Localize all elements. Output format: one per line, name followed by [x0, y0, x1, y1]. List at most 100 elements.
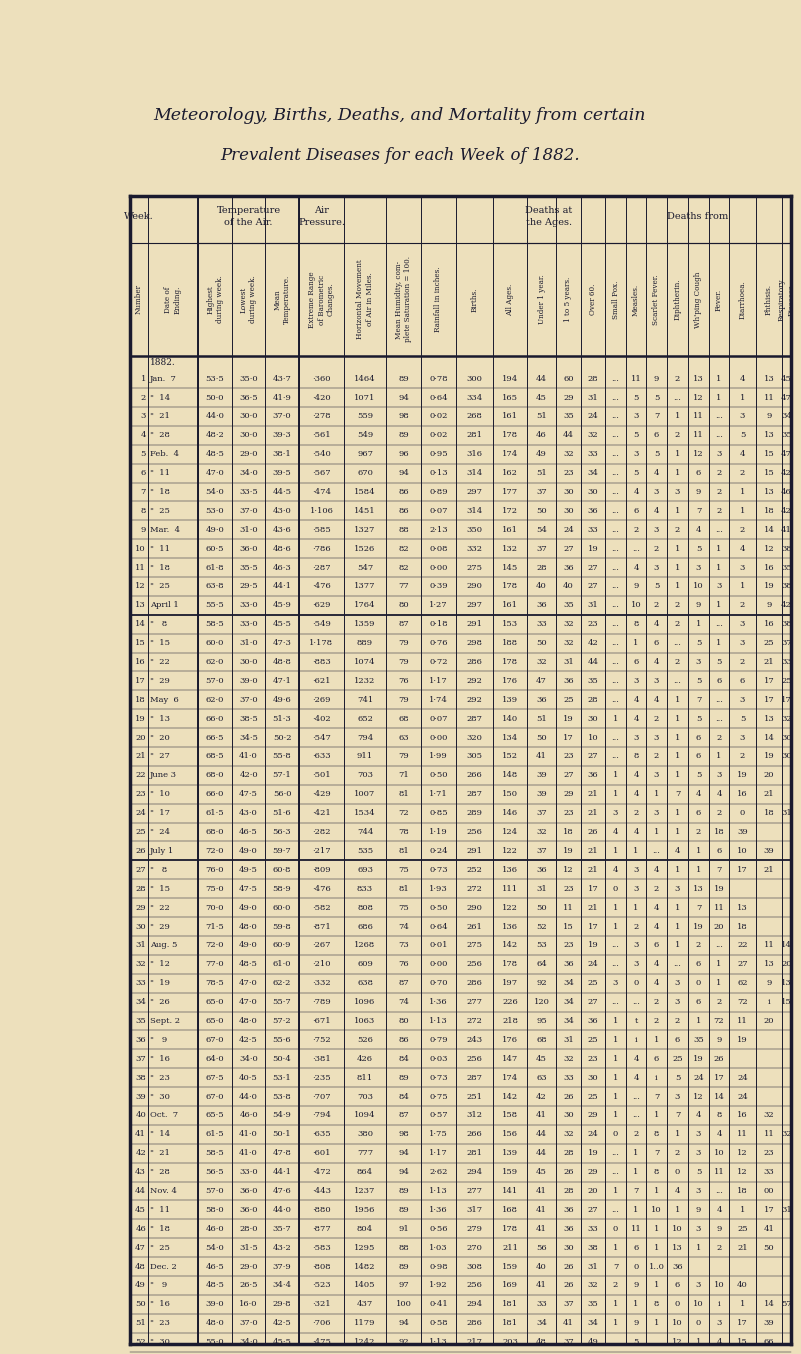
- Text: ·877: ·877: [312, 1225, 331, 1232]
- Text: ...: ...: [611, 525, 619, 533]
- Text: ...: ...: [611, 696, 619, 704]
- Text: 47: 47: [536, 677, 547, 685]
- Text: 31: 31: [536, 884, 547, 892]
- Text: 1007: 1007: [354, 791, 376, 799]
- Text: 72·0: 72·0: [206, 941, 224, 949]
- Text: 33: 33: [135, 979, 146, 987]
- Text: 14: 14: [763, 734, 775, 742]
- Text: 86: 86: [398, 506, 409, 515]
- Text: 9: 9: [141, 525, 146, 533]
- Text: 10: 10: [672, 1225, 682, 1232]
- Text: 161: 161: [502, 601, 518, 609]
- Text: 316: 316: [466, 451, 482, 458]
- Text: 1·92: 1·92: [429, 1281, 448, 1289]
- Text: 1..0: 1..0: [649, 1262, 665, 1270]
- Text: ...: ...: [632, 998, 640, 1006]
- Text: 3: 3: [654, 563, 659, 571]
- Text: 4: 4: [740, 544, 745, 552]
- Text: ·523: ·523: [312, 1281, 331, 1289]
- Text: 5: 5: [740, 432, 745, 439]
- Text: 1: 1: [613, 1244, 618, 1251]
- Text: ...: ...: [715, 413, 723, 421]
- Text: 1: 1: [716, 639, 722, 647]
- Text: 51: 51: [536, 468, 547, 477]
- Text: 32: 32: [536, 829, 547, 835]
- Text: 13: 13: [781, 979, 792, 987]
- Text: 31: 31: [781, 810, 792, 818]
- Text: 45: 45: [536, 1055, 547, 1063]
- Text: ·360: ·360: [312, 375, 331, 383]
- Text: 66·0: 66·0: [206, 791, 224, 799]
- Text: 34: 34: [588, 468, 598, 477]
- Text: 1: 1: [740, 582, 745, 590]
- Text: 37: 37: [536, 487, 547, 496]
- Text: 2·62: 2·62: [429, 1169, 448, 1177]
- Text: 426: 426: [357, 1055, 373, 1063]
- Text: 4: 4: [654, 506, 659, 515]
- Text: 136: 136: [502, 922, 518, 930]
- Text: ·582: ·582: [312, 903, 331, 911]
- Text: 34·0: 34·0: [239, 468, 258, 477]
- Text: "  11: " 11: [150, 544, 170, 552]
- Text: 96: 96: [398, 451, 409, 458]
- Text: 39: 39: [135, 1093, 146, 1101]
- Text: 41·0: 41·0: [239, 753, 258, 761]
- Text: 31·0: 31·0: [239, 525, 258, 533]
- Text: 54·9: 54·9: [272, 1112, 292, 1120]
- Text: 5: 5: [634, 394, 638, 402]
- Text: 30: 30: [563, 487, 574, 496]
- Text: 178: 178: [502, 432, 518, 439]
- Text: 535: 535: [357, 848, 373, 854]
- Text: 54·0: 54·0: [206, 1244, 224, 1251]
- Text: 270: 270: [466, 1244, 482, 1251]
- Text: 0·00: 0·00: [429, 960, 448, 968]
- Text: "  25: " 25: [150, 1244, 170, 1251]
- Text: 88: 88: [398, 525, 409, 533]
- Text: 95: 95: [536, 1017, 547, 1025]
- Text: 67·0: 67·0: [206, 1036, 224, 1044]
- Text: "  20: " 20: [150, 734, 170, 742]
- Text: 28: 28: [536, 563, 547, 571]
- Text: 36: 36: [563, 1225, 574, 1232]
- Text: 1295: 1295: [354, 1244, 376, 1251]
- Text: 1237: 1237: [354, 1187, 376, 1196]
- Text: 72·0: 72·0: [206, 848, 224, 854]
- Text: 350: 350: [466, 525, 482, 533]
- Text: 1: 1: [634, 903, 638, 911]
- Text: 87: 87: [398, 979, 409, 987]
- Text: 19: 19: [763, 753, 775, 761]
- Text: 3: 3: [696, 1187, 701, 1196]
- Text: 26·5: 26·5: [239, 1281, 258, 1289]
- Text: 15: 15: [763, 468, 775, 477]
- Text: 19: 19: [693, 1055, 704, 1063]
- Text: 39·0: 39·0: [239, 677, 258, 685]
- Text: ...: ...: [715, 620, 723, 628]
- Text: 18: 18: [737, 1187, 748, 1196]
- Text: 7: 7: [141, 487, 146, 496]
- Text: 50: 50: [536, 506, 547, 515]
- Text: 48·5: 48·5: [239, 960, 258, 968]
- Text: 211: 211: [502, 1244, 518, 1251]
- Text: 1: 1: [674, 451, 680, 458]
- Text: 2: 2: [675, 1017, 680, 1025]
- Text: ...: ...: [611, 734, 619, 742]
- Text: ·235: ·235: [312, 1074, 331, 1082]
- Text: 3: 3: [740, 639, 745, 647]
- Text: 79: 79: [398, 639, 409, 647]
- Text: 5: 5: [740, 715, 745, 723]
- Text: 47: 47: [135, 1244, 146, 1251]
- Text: "  14: " 14: [150, 1131, 170, 1139]
- Text: 54: 54: [536, 525, 547, 533]
- Text: 5: 5: [696, 639, 701, 647]
- Text: 44·1: 44·1: [272, 582, 292, 590]
- Text: 1·13: 1·13: [429, 1338, 448, 1346]
- Text: 80: 80: [398, 1017, 409, 1025]
- Text: 52: 52: [536, 922, 547, 930]
- Text: 36·5: 36·5: [239, 394, 258, 402]
- Text: 46·3: 46·3: [272, 563, 292, 571]
- Text: 36·0: 36·0: [239, 1206, 258, 1215]
- Text: 153: 153: [502, 620, 518, 628]
- Text: 7: 7: [634, 1187, 638, 1196]
- Text: ·475: ·475: [312, 1338, 331, 1346]
- Text: 1·75: 1·75: [429, 1131, 448, 1139]
